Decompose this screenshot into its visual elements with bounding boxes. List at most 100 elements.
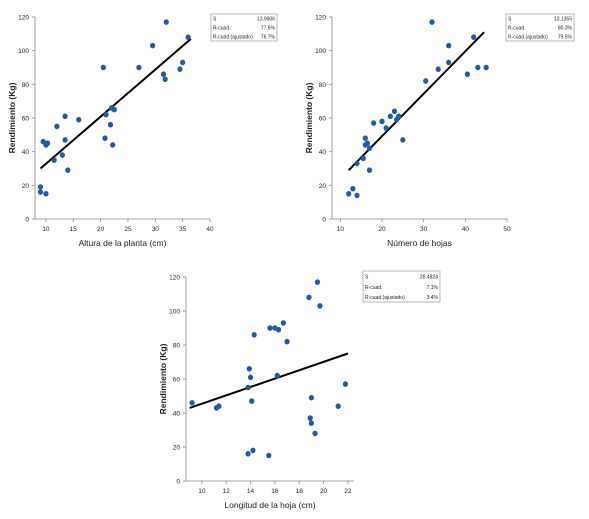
data-point — [189, 400, 195, 406]
x-tick-label: 12 — [223, 488, 231, 495]
x-tick-label: 35 — [179, 226, 187, 233]
data-point — [37, 189, 44, 195]
x-tick-label: 20 — [378, 226, 386, 233]
data-point — [37, 184, 44, 190]
x-axis-label: Altura de la planta (cm) — [79, 238, 167, 248]
data-point — [317, 303, 323, 309]
y-tick-label: 120 — [315, 15, 326, 22]
stats-value: 79.5% — [558, 34, 573, 40]
y-axis-label: Rendimiento (Kg) — [158, 343, 168, 414]
data-point — [366, 145, 373, 152]
data-point — [163, 19, 169, 25]
stats-label: R-cuad. — [213, 25, 231, 31]
y-tick-label: 40 — [22, 149, 30, 156]
stats-label: R-cuad.(ajustado) — [508, 34, 548, 40]
y-tick-label: 0 — [322, 217, 326, 224]
data-point — [307, 415, 313, 421]
data-point — [362, 135, 368, 141]
stats-box — [505, 13, 575, 42]
stats-label: R-cuad. — [365, 285, 383, 291]
data-point — [284, 338, 290, 345]
scatter-chart-altura: 0 20 40 60 80 100 120 10 15 20 25 30 35 40 Altura de l… — [0, 0, 294, 263]
y-axis-label: Rendimiento (Kg) — [304, 82, 314, 153]
chart-svg: 0 20 40 60 80 100 120 10 15 20 25 30 35 40 Altura de l… — [7, 13, 278, 248]
data-point — [335, 403, 341, 409]
data-point — [62, 137, 68, 143]
data-point — [247, 374, 254, 381]
data-point — [110, 142, 116, 148]
data-point — [246, 366, 252, 372]
stats-value: 13.9906 — [257, 16, 275, 22]
data-point — [383, 125, 389, 131]
x-tick-label: 40 — [206, 226, 214, 233]
y-tick-label: 20 — [319, 183, 327, 190]
x-tick-label: 10 — [337, 226, 345, 233]
data-point — [346, 190, 352, 197]
y-tick-label: 80 — [22, 82, 30, 89]
data-point — [387, 113, 393, 120]
stats-box — [210, 13, 278, 42]
stats-label: S — [213, 16, 217, 22]
stats-box — [362, 270, 441, 303]
x-tick-label: 18 — [296, 488, 304, 495]
x-tick-label: 15 — [70, 226, 78, 233]
stats-value: 77.6% — [261, 25, 276, 31]
data-point — [44, 140, 51, 147]
data-point — [251, 332, 257, 338]
data-point — [76, 116, 82, 123]
y-tick-label: 0 — [176, 479, 180, 486]
data-point — [162, 76, 168, 83]
fit-line — [189, 352, 349, 409]
data-point — [312, 430, 318, 437]
data-point — [354, 192, 360, 199]
data-point — [371, 120, 377, 126]
data-point — [51, 157, 57, 163]
x-axis-label: Número de hojas — [387, 238, 452, 248]
y-tick-label: 80 — [319, 82, 327, 89]
y-tick-label: 60 — [22, 116, 30, 123]
data-point — [354, 160, 360, 167]
stats-value: 28.4824 — [420, 274, 438, 280]
data-point — [103, 111, 109, 118]
data-point — [308, 394, 314, 401]
data-point — [314, 279, 321, 285]
scatter-chart-hojas: 0 20 40 60 80 100 120 10 20 30 40 50 Número de hojas… — [294, 0, 589, 263]
x-tick-label: 22 — [344, 488, 352, 495]
data-point — [43, 190, 49, 197]
data-point — [65, 167, 71, 173]
scatter-chart-longitud: 0 20 40 60 80 100 120 10 12 14 16 18 20 22 Longitud de… — [148, 262, 448, 519]
x-tick-label: 30 — [152, 226, 160, 233]
x-tick-label: 10 — [42, 226, 50, 233]
y-tick-label: 20 — [22, 183, 30, 190]
data-point — [464, 71, 471, 78]
data-point — [136, 64, 142, 71]
x-tick-label: 16 — [271, 488, 279, 495]
data-point — [308, 420, 314, 426]
data-point — [483, 64, 489, 71]
stats-value: 13.1355 — [554, 16, 572, 22]
data-point — [185, 34, 191, 40]
y-tick-label: 40 — [173, 411, 181, 418]
x-tick-label: 50 — [503, 226, 511, 233]
chart-svg: 0 20 40 60 80 100 120 10 20 30 40 50 Número de hojas… — [304, 13, 575, 248]
x-tick-label: 20 — [97, 226, 105, 233]
data-point — [180, 59, 186, 66]
y-tick-label: 40 — [319, 149, 327, 156]
y-axis-label: Rendimiento (Kg) — [7, 82, 17, 153]
data-point — [475, 64, 481, 71]
y-tick-label: 120 — [169, 275, 180, 282]
fit-line — [39, 38, 192, 170]
y-tick-label: 100 — [315, 48, 326, 55]
data-point — [100, 64, 106, 71]
data-point — [249, 398, 255, 404]
data-point — [360, 155, 366, 162]
y-tick-label: 60 — [319, 116, 327, 123]
data-point — [111, 106, 117, 113]
data-point — [342, 381, 349, 387]
y-tick-label: 60 — [173, 377, 181, 384]
stats-value: 76.7% — [261, 34, 276, 40]
y-tick-label: 120 — [18, 15, 29, 22]
data-point — [245, 451, 251, 457]
data-point — [280, 320, 286, 326]
data-point — [391, 108, 398, 115]
